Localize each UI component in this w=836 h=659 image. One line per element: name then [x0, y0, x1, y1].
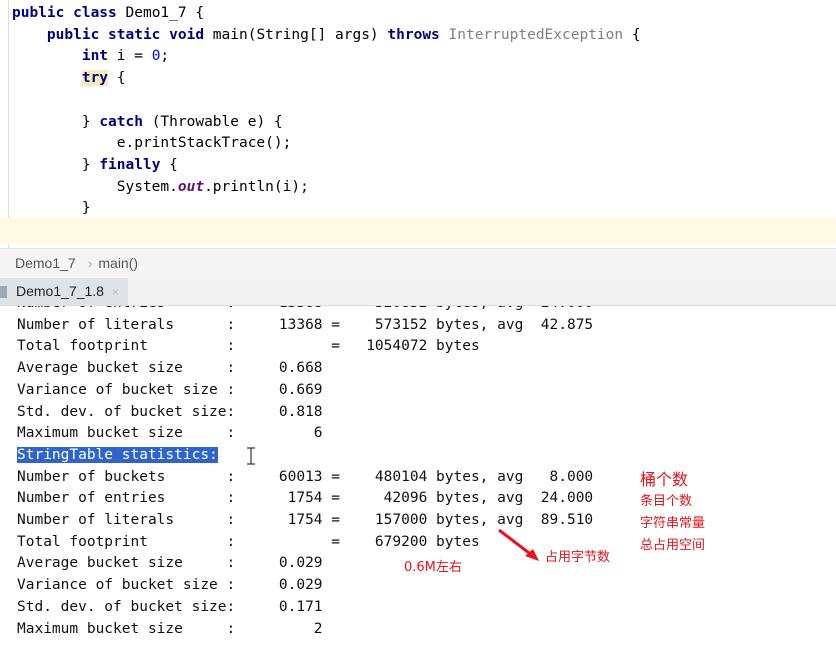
code-token: } — [12, 200, 91, 217]
annotation-bytes: 占用字节数 — [545, 550, 611, 565]
console-icon — [0, 286, 7, 299]
console-line-text: Number of buckets : 60013 = 480104 bytes… — [17, 468, 594, 485]
console-line-text: Std. dev. of bucket size: 0.171 — [17, 598, 323, 615]
code-token: throws — [387, 26, 449, 43]
code-token: public class — [12, 5, 126, 21]
code-line: public static void main(String[] args) t… — [12, 24, 641, 46]
console-line: Average bucket size : 0.668 — [17, 357, 323, 379]
breadcrumb: Demo1_7 › main() — [0, 248, 836, 279]
console-line-text: Maximum bucket size : 6 — [17, 425, 323, 442]
console-line: Total footprint : = 1054072 bytes — [17, 335, 480, 357]
code-line: } — [12, 197, 91, 219]
code-token: { — [631, 26, 641, 43]
code-token: i = — [116, 48, 152, 65]
console-line-text: Number of entries : 1754 = 42096 bytes, … — [17, 490, 594, 507]
code-line: } catch (Throwable e) { — [12, 111, 283, 133]
annotation-footprint: 总占用空间 — [640, 538, 706, 553]
breadcrumb-separator: › — [87, 255, 93, 271]
console-line-text: Variance of bucket size : 0.029 — [17, 577, 323, 594]
console-line-text: Number of literals : 1754 = 157000 bytes… — [17, 512, 594, 528]
console-line-text: Number of entries : 13368 = 320832 bytes… — [17, 306, 593, 311]
code-token: 0 — [151, 48, 161, 65]
code-token: .println(i); — [204, 178, 309, 195]
text-cursor-icon — [247, 447, 255, 465]
console-line: StringTable statistics: — [17, 444, 218, 466]
code-token: e.printStackTrace(); — [12, 135, 292, 152]
code-token: main(String[] args) — [212, 26, 388, 43]
code-line: } finally { — [12, 154, 178, 176]
editor-gutter — [0, 0, 9, 248]
annotation-approx: 0.6M左右 — [404, 560, 462, 575]
code-editor[interactable]: public class Demo1_7 { public static voi… — [0, 0, 836, 248]
console-line: Std. dev. of bucket size: 0.171 — [17, 596, 323, 618]
code-token: (Throwable e) { — [151, 113, 283, 130]
run-tab-label: Demo1_7_1.8 — [16, 283, 104, 299]
annotation-entries: 条目个数 — [640, 494, 693, 509]
console-line-text: Number of literals : 13368 = 573152 byte… — [17, 316, 594, 333]
console-line: Variance of bucket size : 0.669 — [17, 379, 323, 401]
console-line: Average bucket size : 0.029 — [17, 552, 323, 574]
code-token — [12, 70, 82, 86]
console-line: Maximum bucket size : 6 — [17, 422, 323, 444]
annotation-literals: 字符串常量 — [640, 516, 706, 531]
code-token: Demo1_7 { — [125, 5, 205, 21]
console-line: Number of entries : 1754 = 42096 bytes, … — [17, 487, 593, 509]
console-line: Number of entries : 13368 = 320832 bytes… — [17, 306, 593, 314]
console-line: Number of buckets : 60013 = 480104 bytes… — [17, 466, 593, 488]
console-line-text: StringTable statistics: — [17, 446, 218, 463]
code-token: finally — [99, 156, 170, 173]
console-line-text: Average bucket size : 0.668 — [17, 360, 323, 377]
close-icon[interactable]: × — [111, 285, 119, 299]
code-token: try — [81, 70, 109, 87]
code-line: public class Demo1_7 { — [12, 2, 204, 24]
code-token: System. — [12, 178, 178, 195]
code-token: catch — [99, 113, 152, 130]
code-token: out — [177, 178, 205, 195]
console-line-text: Variance of bucket size : 0.669 — [17, 381, 323, 398]
console-line: Maximum bucket size : 2 — [17, 618, 323, 640]
code-line: int i = 0; — [12, 45, 169, 67]
annotation-buckets: 桶个数 — [640, 470, 689, 489]
code-token: { — [169, 156, 178, 173]
code-token: int — [12, 48, 117, 65]
code-line: try { — [12, 67, 126, 89]
console-line-text: Maximum bucket size : 2 — [17, 620, 323, 637]
console-output[interactable]: Number of entries : 13368 = 320832 bytes… — [0, 306, 836, 659]
console-line-text: Average bucket size : 0.029 — [17, 555, 323, 572]
code-line: System.out.println(i); — [12, 176, 309, 198]
console-line-text: Std. dev. of bucket size: 0.818 — [17, 403, 323, 420]
console-line: Variance of bucket size : 0.029 — [17, 574, 323, 596]
console-line: Number of literals : 13368 = 573152 byte… — [17, 314, 593, 336]
code-token: { — [108, 70, 126, 87]
code-token: InterruptedException — [448, 26, 632, 43]
code-token: public static void — [12, 26, 213, 43]
console-line: Total footprint : = 679200 bytes — [17, 531, 480, 553]
console-line-text: Total footprint : = 679200 bytes — [17, 533, 480, 550]
run-tab-bar: Demo1_7_1.8 × — [0, 278, 836, 306]
code-line: e.printStackTrace(); — [12, 132, 292, 154]
console-line-text: Total footprint : = 1054072 bytes — [17, 338, 480, 355]
code-token: } — [12, 156, 100, 173]
code-token: ; — [160, 48, 170, 65]
console-line: Std. dev. of bucket size: 0.818 — [17, 401, 323, 423]
current-line-highlight — [0, 218, 836, 244]
code-token: } — [12, 113, 100, 130]
breadcrumb-method[interactable]: main() — [98, 255, 139, 271]
console-line: Number of literals : 1754 = 157000 bytes… — [17, 509, 593, 531]
red-arrow-icon — [498, 528, 539, 561]
breadcrumb-class[interactable]: Demo1_7 — [15, 255, 76, 271]
run-tab[interactable]: Demo1_7_1.8 × — [0, 278, 128, 305]
